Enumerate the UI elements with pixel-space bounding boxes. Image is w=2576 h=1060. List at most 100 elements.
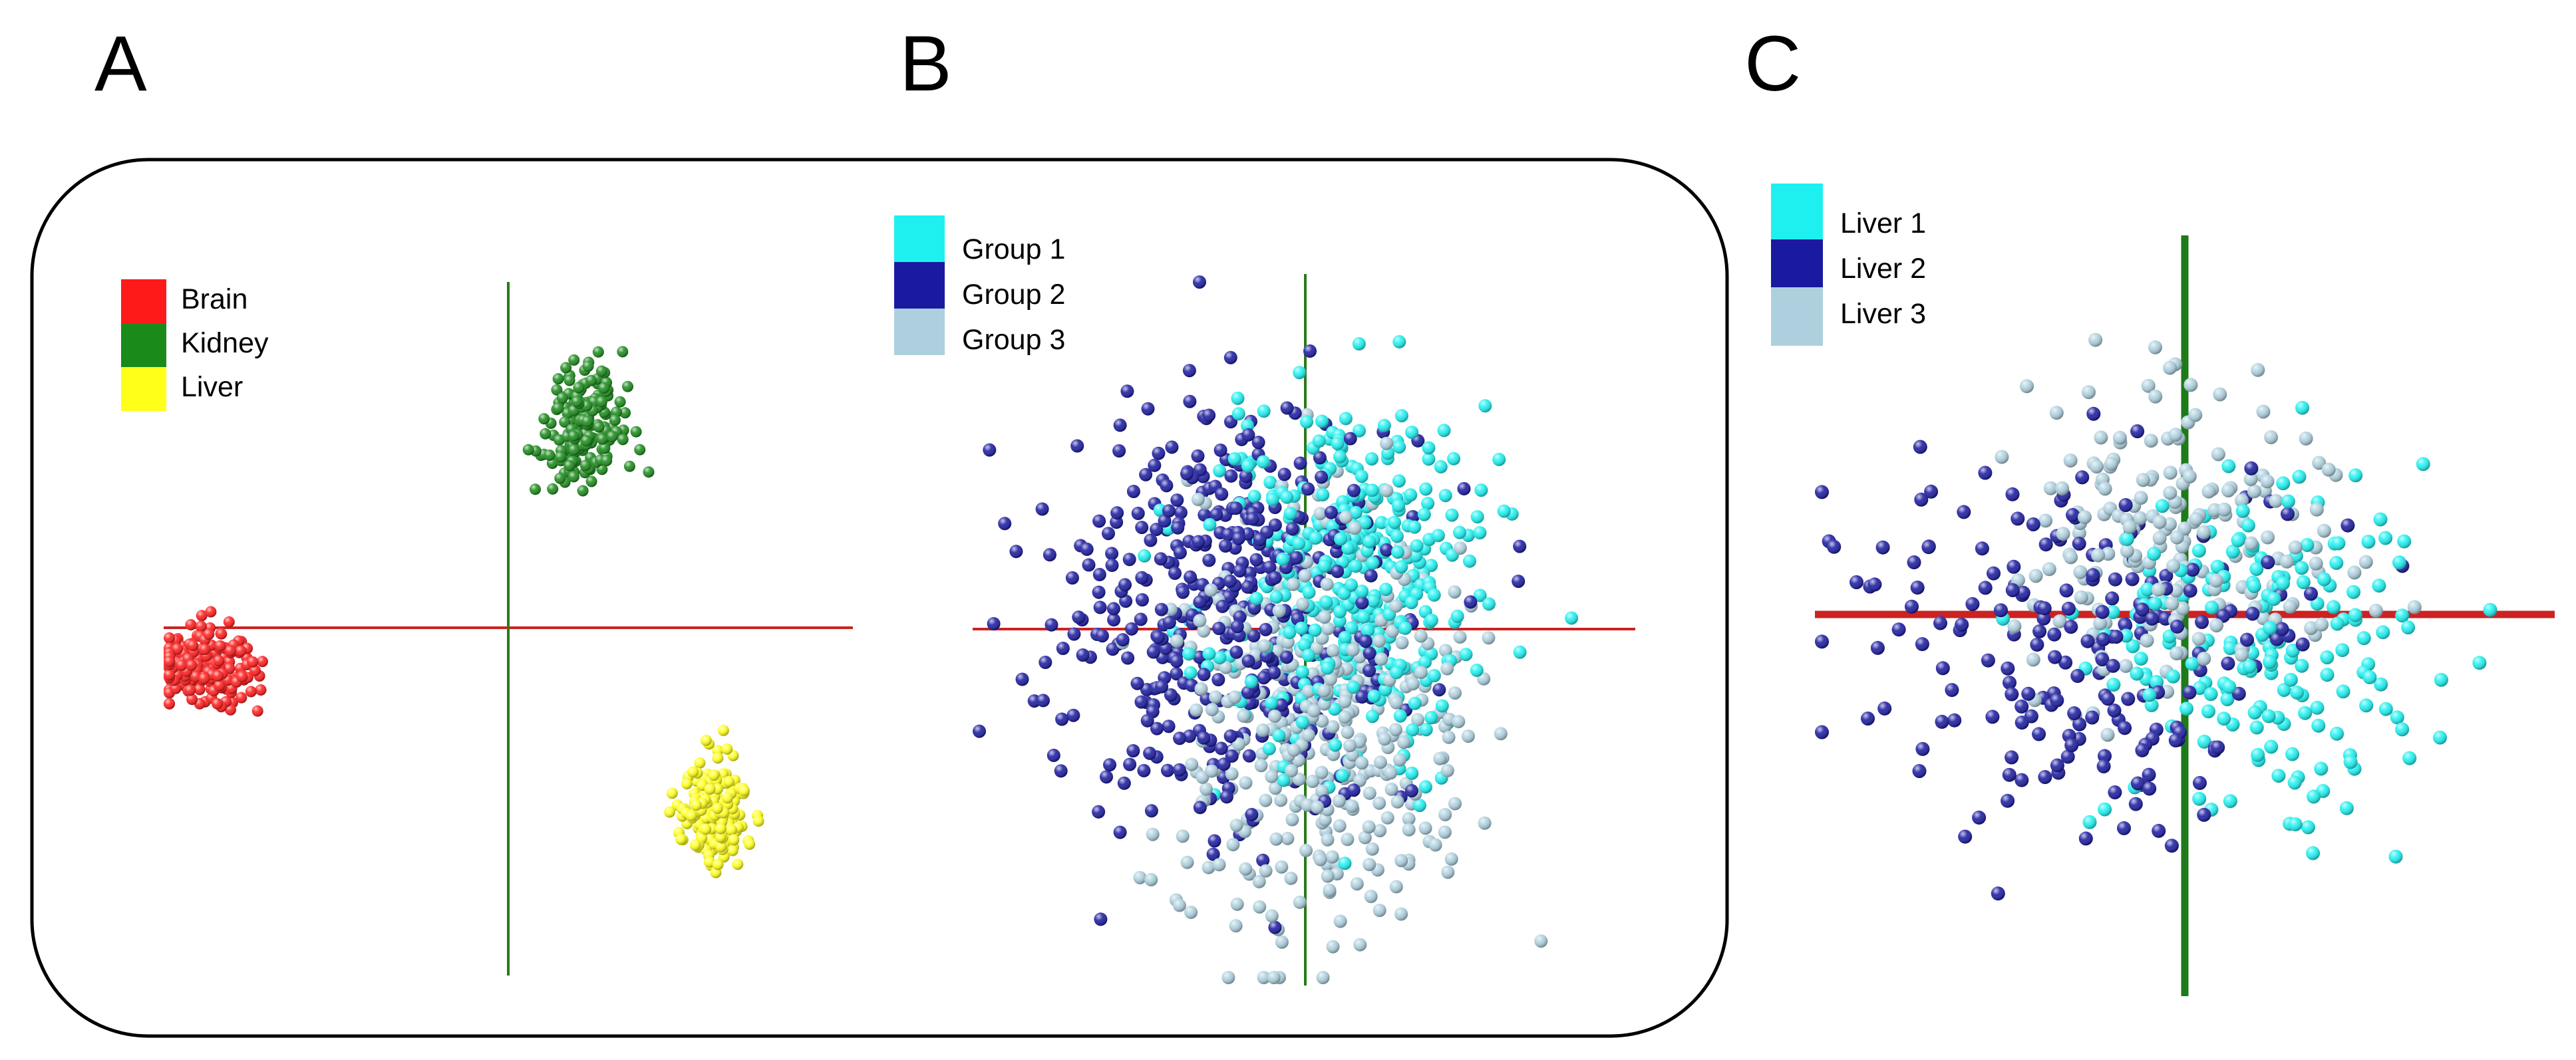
data-point-shading: [1933, 616, 1947, 630]
data-point-shading: [1565, 611, 1579, 625]
data-point-shading: [1965, 596, 1980, 611]
data-point-shading: [1241, 459, 1255, 473]
data-point-shading: [2144, 434, 2158, 448]
data-point-shading: [1015, 672, 1029, 686]
data-point-shading: [725, 824, 737, 836]
legend-label-liver-2: Liver 2: [1840, 253, 1926, 285]
data-point-shading: [1870, 640, 1885, 655]
data-point-shading: [2287, 775, 2302, 790]
data-point-shading: [599, 442, 611, 454]
data-point-shading: [2347, 565, 2362, 580]
data-point-shading: [1512, 575, 1526, 589]
data-point-shading: [1406, 723, 1420, 737]
data-point-shading: [2074, 590, 2088, 604]
data-point-shading: [1367, 690, 1381, 703]
data-point-shading: [1442, 730, 1456, 744]
data-point-shading: [1317, 610, 1331, 624]
data-point-shading: [2281, 507, 2295, 521]
data-point-shading: [1453, 630, 1467, 644]
data-point-shading: [1183, 394, 1197, 408]
data-point-shading: [1398, 621, 1412, 635]
legend-swatch-brain: [121, 279, 166, 323]
data-point-shading: [2134, 491, 2148, 505]
data-point-shading: [1404, 488, 1418, 502]
data-point-shading: [1850, 575, 1863, 589]
panel-b-points: [973, 275, 1579, 984]
data-point-shading: [1440, 662, 1454, 676]
data-point-shading: [596, 433, 608, 445]
data-point-shading: [689, 839, 701, 851]
data-point-shading: [1414, 666, 1428, 680]
data-point-shading: [1284, 871, 1298, 885]
data-point-shading: [1534, 934, 1548, 948]
data-point-shading: [1912, 764, 1927, 778]
data-point-shading: [1301, 482, 1315, 496]
data-point-shading: [1154, 602, 1168, 616]
data-point-shading: [1408, 520, 1422, 534]
data-point-shading: [1329, 738, 1343, 752]
data-point-shading: [1123, 757, 1137, 771]
data-point-shading: [1162, 720, 1176, 733]
data-point-shading: [1453, 541, 1467, 555]
data-point-shading: [1321, 661, 1335, 675]
data-point-shading: [1170, 634, 1184, 648]
data-point-shading: [2125, 572, 2140, 587]
data-point-shading: [1193, 614, 1207, 628]
data-point-shading: [1287, 743, 1301, 757]
data-point-shading: [1947, 713, 1962, 728]
data-point-shading: [1194, 682, 1208, 696]
data-point-shading: [1450, 609, 1464, 623]
data-point-shading: [2269, 493, 2283, 508]
data-point-shading: [2249, 720, 2264, 735]
data-point-shading: [198, 672, 210, 684]
data-point-shading: [619, 407, 631, 419]
data-point-shading: [1365, 710, 1379, 724]
data-point-shading: [2247, 484, 2261, 499]
data-point-shading: [1390, 795, 1404, 809]
data-point-shading: [1357, 610, 1370, 624]
data-point-shading: [2140, 633, 2154, 648]
data-point-shading: [1293, 366, 1307, 380]
data-point-shading: [185, 619, 197, 630]
data-point-shading: [2401, 620, 2416, 634]
data-point-shading: [1482, 631, 1496, 645]
data-point-shading: [1392, 753, 1406, 767]
data-point-shading: [1412, 799, 1426, 813]
data-point-shading: [1146, 645, 1160, 659]
data-point-shading: [1414, 629, 1428, 643]
data-point-shading: [567, 430, 579, 442]
data-point-shading: [1102, 527, 1115, 541]
data-point-shading: [2295, 658, 2309, 673]
data-point-shading: [2222, 680, 2237, 694]
data-point-shading: [1054, 764, 1068, 778]
data-point-shading: [2213, 387, 2227, 402]
data-point-shading: [1185, 757, 1199, 771]
data-point-shading: [1269, 590, 1283, 604]
data-point-shading: [1046, 748, 1060, 762]
data-point-shading: [552, 373, 564, 385]
data-point-shading: [1039, 656, 1052, 669]
data-point-shading: [1316, 971, 1330, 984]
data-point-shading: [1301, 728, 1315, 742]
data-point-shading: [700, 734, 712, 746]
data-point-shading: [1193, 275, 1206, 289]
data-point-shading: [1315, 765, 1329, 779]
data-point-shading: [1285, 813, 1299, 827]
data-point-shading: [1268, 920, 1282, 934]
data-point-shading: [2209, 573, 2223, 588]
data-point-shading: [2195, 614, 2209, 629]
data-point-shading: [2263, 620, 2277, 635]
data-point-shading: [1241, 654, 1255, 668]
data-point-shading: [1113, 418, 1127, 432]
data-point-shading: [2100, 728, 2115, 742]
data-point-shading: [547, 483, 559, 495]
data-point-shading: [2148, 340, 2162, 354]
data-point-shading: [1378, 732, 1392, 746]
legend-label-brain: Brain: [181, 283, 247, 315]
data-point-shading: [1239, 862, 1253, 876]
data-point-shading: [1320, 577, 1334, 591]
data-point-shading: [1254, 759, 1268, 773]
data-point-shading: [2221, 656, 2235, 671]
data-point-shading: [2005, 687, 2019, 702]
data-point-shading: [1122, 553, 1136, 567]
